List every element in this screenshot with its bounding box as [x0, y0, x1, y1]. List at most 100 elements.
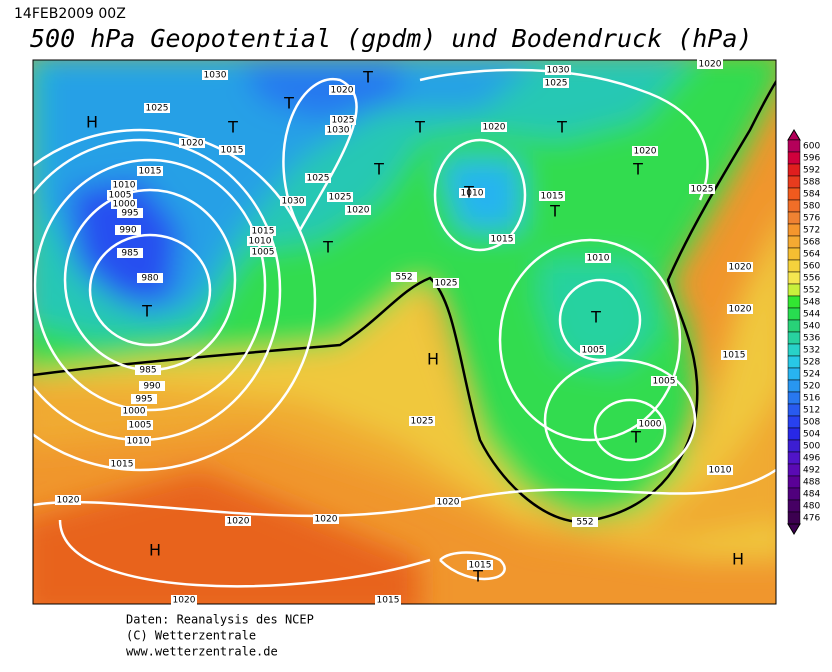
isobar-label: 1030 [204, 71, 227, 81]
isobar-label-bg [125, 436, 151, 446]
legend-label: 520 [803, 382, 820, 392]
isobar-label: 1020 [634, 147, 657, 157]
isobar-label: 1000 [123, 407, 146, 417]
legend-label: 568 [803, 238, 820, 248]
legend-swatch [787, 355, 801, 369]
legend-label: 600 [803, 142, 820, 152]
isobar-label: 1020 [57, 496, 80, 506]
isobar-label-bg [117, 248, 143, 258]
footer-text: www.wetterzentrale.de [126, 645, 278, 659]
isobar-label: 985 [121, 249, 138, 259]
legend-swatch [787, 343, 801, 357]
isobar-label: 1015 [723, 351, 746, 361]
isobar-label-bg [637, 419, 663, 429]
legend-label: 480 [803, 502, 820, 512]
isobar-label-bg [225, 516, 251, 526]
isobar-label-bg [572, 517, 598, 527]
isobar-label: 1030 [547, 66, 570, 76]
isobar-label: 1015 [541, 192, 564, 202]
isobar-label-bg [135, 365, 161, 375]
pressure-center: H [427, 350, 439, 369]
legend-swatch [787, 511, 801, 525]
isobar-label-bg [202, 70, 228, 80]
legend-swatch [787, 271, 801, 285]
legend-label: 580 [803, 202, 820, 212]
isobar-label-bg [313, 514, 339, 524]
isobar-label-bg [250, 226, 276, 236]
legend-swatch [787, 199, 801, 213]
legend-swatch [787, 367, 801, 381]
pressure-center: H [86, 113, 98, 132]
legend-swatch [787, 499, 801, 513]
isobar-label-bg [325, 125, 351, 135]
title: 500 hPa Geopotential (gpdm) und Bodendru… [30, 24, 752, 53]
legend-label: 540 [803, 322, 820, 332]
pressure-center: T [590, 308, 601, 327]
footer-text: (C) Wetterzentrale [126, 629, 256, 643]
pressure-center: T [362, 68, 373, 87]
legend-label: 512 [803, 406, 820, 416]
legend-label: 504 [803, 430, 820, 440]
isobar-label: 995 [121, 209, 138, 219]
isobar-label-bg [280, 196, 306, 206]
isobar-label-bg [111, 199, 137, 209]
isobar-label: 1025 [146, 104, 169, 114]
legend-label: 500 [803, 442, 820, 452]
isobar-label-bg [329, 85, 355, 95]
isobar-label-bg [459, 188, 485, 198]
isobar-label: 1000 [639, 420, 662, 430]
isobar-label-bg [543, 78, 569, 88]
legend-label: 508 [803, 418, 820, 428]
legend-arrow [787, 523, 801, 535]
legend-swatch [787, 259, 801, 273]
isobar-label: 1015 [111, 460, 134, 470]
isobar-label-bg [250, 247, 276, 257]
isobar-label-bg [345, 205, 371, 215]
legend-swatch [787, 151, 801, 165]
legend-label: 560 [803, 262, 820, 272]
pressure-center: T [463, 183, 474, 202]
legend-label: 552 [803, 286, 820, 296]
isobar-label-bg [55, 495, 81, 505]
isobar-label: 1015 [377, 596, 400, 606]
isobar-label: 1010 [113, 181, 136, 191]
isobar-label-bg [144, 103, 170, 113]
isobar-label-bg [539, 191, 565, 201]
isobar-label: 1005 [109, 191, 132, 201]
isobar-label: 1005 [582, 346, 605, 356]
isobar-label: 1030 [327, 126, 350, 136]
pressure-center: T [414, 118, 425, 137]
legend-swatch [787, 463, 801, 477]
isobar-label-bg [689, 184, 715, 194]
isobar-label: 1000 [113, 200, 136, 210]
isobar-label: 1020 [483, 123, 506, 133]
isobar-label: 990 [119, 226, 136, 236]
isobar-label-bg [121, 406, 147, 416]
isobar-label: 1020 [227, 517, 250, 527]
map-area [33, 60, 776, 604]
isobar-label: 1020 [181, 139, 204, 149]
legend-swatch [787, 163, 801, 177]
legend-swatch [787, 139, 801, 153]
legend-swatch [787, 187, 801, 201]
isobar-label-bg [481, 122, 507, 132]
legend-swatch [787, 415, 801, 429]
legend-swatch [787, 331, 801, 345]
isobar-label-bg [171, 595, 197, 605]
isobar-label: 552 [576, 518, 593, 528]
isobar-label: 1005 [252, 248, 275, 258]
isobar-label: 1015 [469, 561, 492, 571]
isobar-label-bg [179, 138, 205, 148]
legend-swatch [787, 223, 801, 237]
legend-swatch [787, 283, 801, 297]
isobar-label-bg [727, 262, 753, 272]
footer-text: Daten: Reanalysis des NCEP [126, 613, 314, 627]
legend-swatch [787, 319, 801, 333]
legend-swatch [787, 427, 801, 441]
isobar-label: 1015 [139, 167, 162, 177]
isobar-label-bg [632, 146, 658, 156]
isobar-label-bg [115, 225, 141, 235]
legend-label: 484 [803, 490, 820, 500]
isobar-label-bg [489, 234, 515, 244]
